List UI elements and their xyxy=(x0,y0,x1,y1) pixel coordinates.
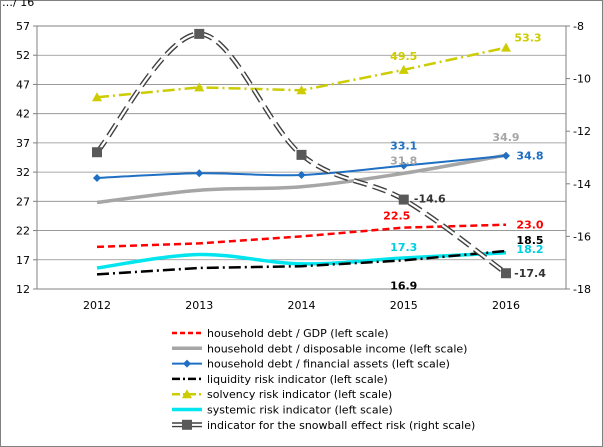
series-line xyxy=(96,32,507,275)
series-4 xyxy=(96,249,507,276)
series-2 xyxy=(96,153,507,205)
data-label: 18.5 xyxy=(516,234,543,247)
data-point xyxy=(296,85,307,95)
data-point xyxy=(501,42,511,52)
data-point xyxy=(502,151,510,160)
legend-item: solvency risk indicator (left scale) xyxy=(172,388,392,401)
right-tick-label: -8 xyxy=(573,20,584,33)
left-tick-label: 12 xyxy=(16,283,30,296)
legend-label: household debt / GDP (left scale) xyxy=(207,327,389,340)
data-point xyxy=(398,194,409,205)
left-tick-label: 17 xyxy=(16,254,30,267)
data-point xyxy=(194,82,205,92)
series-layer xyxy=(92,28,511,279)
data-point xyxy=(93,173,101,182)
x-tick-label: 2016 xyxy=(492,299,520,312)
legend-label: household debt / financial assets (left … xyxy=(207,358,450,371)
data-label: 34.9 xyxy=(492,131,519,144)
data-point xyxy=(399,161,408,170)
legend-item: indicator for the snowball effect risk (… xyxy=(172,419,475,432)
legend-item: household debt / GDP (left scale) xyxy=(172,327,389,340)
legend-marker xyxy=(182,389,192,399)
right-tick-label: -10 xyxy=(573,73,591,86)
series-5 xyxy=(92,42,511,102)
legend-marker xyxy=(183,359,191,368)
data-point xyxy=(92,92,102,102)
data-point xyxy=(194,28,205,39)
axes: 12 17 22 27 32 37 42 47 52 57 -18 -16 -14 -12 -10 -8 201… xyxy=(16,20,591,312)
legend-item: household debt / financial assets (left … xyxy=(172,358,450,371)
series-line xyxy=(96,223,507,249)
left-tick-label: 22 xyxy=(16,225,30,238)
legend-label: indicator for the snowball effect risk (… xyxy=(207,419,475,432)
left-tick-label: 57 xyxy=(16,20,30,33)
legend-item: household debt / disposable income (left… xyxy=(172,342,467,355)
right-tick-label: -12 xyxy=(573,125,591,138)
data-label: 16.9 xyxy=(390,279,417,292)
data-label: -14.6 xyxy=(414,193,446,206)
legend-marker xyxy=(182,419,192,430)
legend-item: systemic risk indicator (left scale) xyxy=(172,404,393,417)
right-tick-label: -14 xyxy=(573,178,591,191)
data-point xyxy=(195,169,204,178)
legend-label: systemic risk indicator (left scale) xyxy=(207,404,393,417)
series-3 xyxy=(93,151,510,182)
legend-label: liquidity risk indicator (left scale) xyxy=(207,373,388,386)
left-tick-label: 37 xyxy=(16,137,30,150)
legend-item: liquidity risk indicator (left scale) xyxy=(172,373,388,386)
series-line xyxy=(96,249,507,276)
left-tick-label: 27 xyxy=(16,195,30,208)
series-line xyxy=(96,153,507,205)
legend-label: solvency risk indicator (left scale) xyxy=(207,388,392,401)
data-point xyxy=(296,149,307,160)
chart-title-fragment: …/ 16 xyxy=(2,0,34,9)
data-label: 34.8 xyxy=(516,150,543,163)
series-1 xyxy=(96,223,507,249)
data-labels-layer: 49.5 53.3 34.9 33.1 34.8 31.8 22.5 -14.6 23.0 18.… xyxy=(383,32,546,293)
left-tick-label: 42 xyxy=(16,108,30,121)
grid-lines xyxy=(37,54,566,261)
data-label: -17.4 xyxy=(514,267,546,280)
series-7 xyxy=(92,28,511,279)
data-label: 18.2 xyxy=(516,243,543,256)
data-point xyxy=(297,171,306,180)
data-label: 31.8 xyxy=(390,154,417,167)
data-point xyxy=(501,268,511,279)
x-tick-label: 2015 xyxy=(390,299,418,312)
x-tick-label: 2014 xyxy=(288,299,316,312)
data-label: 17.3 xyxy=(390,241,417,254)
right-tick-label: -18 xyxy=(573,283,591,296)
data-label: 22.5 xyxy=(383,210,410,223)
data-label: 33.1 xyxy=(390,140,417,153)
x-tick-label: 2013 xyxy=(185,299,213,312)
right-tick-label: -16 xyxy=(573,230,591,243)
data-point xyxy=(398,64,409,74)
data-label: 53.3 xyxy=(514,32,541,45)
data-label: 49.5 xyxy=(390,50,417,63)
plot-area-border xyxy=(36,25,567,290)
left-tick-label: 52 xyxy=(16,49,30,62)
left-tick-label: 47 xyxy=(16,78,30,91)
x-tick-label: 2012 xyxy=(83,299,111,312)
data-label: 23.0 xyxy=(516,219,543,232)
left-tick-label: 32 xyxy=(16,166,30,179)
data-point xyxy=(92,147,102,158)
legend: household debt / GDP (left scale) househo… xyxy=(172,327,475,432)
legend-label: household debt / disposable income (left… xyxy=(207,342,467,355)
